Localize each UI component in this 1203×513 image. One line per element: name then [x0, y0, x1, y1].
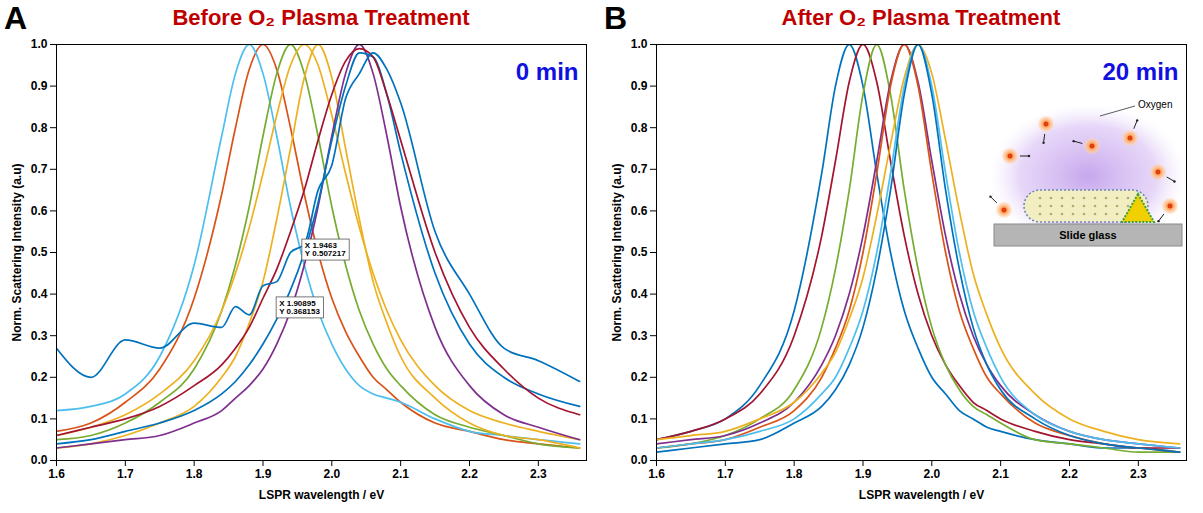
svg-text:X 1.9463Y 0.507217: X 1.9463Y 0.507217	[305, 241, 346, 258]
svg-text:0.9: 0.9	[31, 79, 48, 93]
svg-text:X 1.90895Y 0.368153: X 1.90895Y 0.368153	[279, 299, 320, 316]
svg-text:1.7: 1.7	[717, 467, 734, 481]
svg-text:2.2: 2.2	[461, 467, 478, 481]
svg-text:1.7: 1.7	[117, 467, 134, 481]
svg-text:0.4: 0.4	[631, 287, 648, 301]
svg-text:0.0: 0.0	[31, 453, 48, 467]
svg-text:1.0: 1.0	[31, 37, 48, 51]
svg-text:0.6: 0.6	[31, 204, 48, 218]
svg-text:0.1: 0.1	[31, 412, 48, 426]
svg-text:1.0: 1.0	[631, 37, 648, 51]
svg-text:0.7: 0.7	[631, 162, 648, 176]
svg-text:2.0: 2.0	[323, 467, 340, 481]
svg-text:2.0: 2.0	[923, 467, 940, 481]
svg-text:0 min: 0 min	[516, 58, 579, 85]
svg-text:2.1: 2.1	[392, 467, 409, 481]
svg-text:1.6: 1.6	[48, 467, 65, 481]
html-text:A: A	[4, 0, 28, 36]
svg-text:0.6: 0.6	[631, 204, 648, 218]
svg-text:1.8: 1.8	[786, 467, 803, 481]
svg-text:2.3: 2.3	[530, 467, 547, 481]
svg-text:1.9: 1.9	[255, 467, 272, 481]
svg-text:2.3: 2.3	[1130, 467, 1147, 481]
svg-text:0.5: 0.5	[631, 245, 648, 259]
svg-text:0.3: 0.3	[631, 329, 648, 343]
svg-text:0.2: 0.2	[631, 370, 648, 384]
svg-text:0.9: 0.9	[631, 79, 648, 93]
svg-text:0.0: 0.0	[631, 453, 648, 467]
svg-text:0.2: 0.2	[31, 370, 48, 384]
svg-text:20 min: 20 min	[1102, 58, 1178, 85]
svg-text:0.1: 0.1	[631, 412, 648, 426]
svg-text:0.8: 0.8	[631, 121, 648, 135]
svg-text:1.9: 1.9	[855, 467, 872, 481]
svg-text:0.8: 0.8	[31, 121, 48, 135]
svg-text:LSPR wavelength / eV: LSPR wavelength / eV	[259, 488, 384, 502]
html-text:Before O₂ Plasma Treatment: Before O₂ Plasma Treatment	[172, 5, 470, 30]
svg-text:0.7: 0.7	[31, 162, 48, 176]
html-text:After O₂ Plasma Treatment: After O₂ Plasma Treatment	[781, 5, 1061, 30]
svg-text:Slide glass: Slide glass	[1059, 229, 1116, 241]
svg-text:LSPR wavelength / eV: LSPR wavelength / eV	[859, 488, 984, 502]
svg-text:0.4: 0.4	[31, 287, 48, 301]
svg-text:2.2: 2.2	[1061, 467, 1078, 481]
svg-text:0.3: 0.3	[31, 329, 48, 343]
svg-text:Norm. Scattering Intensity (a.: Norm. Scattering Intensity (a.u)	[610, 163, 624, 341]
svg-text:1.6: 1.6	[648, 467, 665, 481]
svg-text:Oxygen: Oxygen	[1138, 99, 1172, 110]
html-text:B: B	[604, 0, 628, 36]
svg-text:Norm. Scattering Intensity (a.: Norm. Scattering Intensity (a.u)	[10, 163, 24, 341]
svg-text:2.1: 2.1	[992, 467, 1009, 481]
svg-text:0.5: 0.5	[31, 245, 48, 259]
svg-text:1.8: 1.8	[186, 467, 203, 481]
